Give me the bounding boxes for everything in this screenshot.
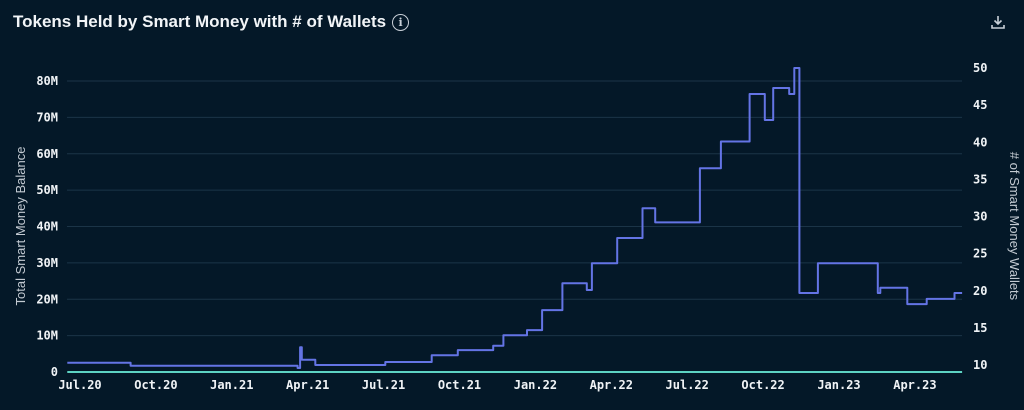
left-tick-label: 50M (36, 183, 58, 197)
info-circle-icon[interactable]: i (392, 13, 410, 31)
left-tick-label: 0 (51, 365, 58, 379)
series-lines (67, 67, 963, 373)
x-tick-label: Apr.22 (590, 378, 633, 392)
right-tick-label: 10 (973, 358, 987, 372)
x-tick-label: Jan.21 (210, 378, 253, 392)
left-tick-label: 10M (36, 329, 58, 343)
right-tick-label: 30 (973, 210, 987, 224)
left-axis-ticks: 0 10M 20M 30M 40M 50M 60M 70M 80M (36, 74, 58, 379)
x-tick-label: Jul.20 (58, 378, 101, 392)
right-tick-label: 25 (973, 247, 987, 261)
chart-title: Tokens Held by Smart Money with # of Wal… (13, 12, 387, 31)
chart-title-row: Tokens Held by Smart Money with # of Wal… (13, 12, 410, 32)
left-tick-label: 80M (36, 74, 58, 88)
right-axis-ticks: 10 15 20 25 30 35 40 45 50 (973, 61, 987, 372)
x-tick-label: Oct.22 (741, 378, 784, 392)
x-tick-label: Oct.21 (438, 378, 481, 392)
download-icon[interactable] (990, 14, 1006, 30)
right-tick-label: 45 (973, 98, 987, 112)
left-tick-label: 20M (36, 292, 58, 306)
gridlines (67, 80, 962, 373)
right-tick-label: 50 (973, 61, 987, 75)
x-tick-label: Jan.23 (817, 378, 860, 392)
left-tick-label: 40M (36, 220, 58, 234)
right-tick-label: 35 (973, 172, 987, 186)
left-tick-label: 70M (36, 110, 58, 124)
left-axis-title: Total Smart Money Balance (13, 147, 28, 306)
x-tick-label: Jul.22 (666, 378, 709, 392)
right-tick-label: 20 (973, 284, 987, 298)
right-tick-label: 15 (973, 321, 987, 335)
x-tick-label: Apr.23 (893, 378, 936, 392)
right-axis-title: # of Smart Money Wallets (1007, 152, 1022, 301)
left-tick-label: 60M (36, 147, 58, 161)
left-tick-label: 30M (36, 256, 58, 270)
x-axis-ticks: Jul.20 Oct.20 Jan.21 Apr.21 Jul.21 Oct.21 Jan.… (58, 378, 936, 392)
x-tick-label: Jul.21 (362, 378, 405, 392)
x-tick-label: Oct.20 (134, 378, 177, 392)
right-tick-label: 40 (973, 135, 987, 149)
x-tick-label: Jan.22 (514, 378, 557, 392)
x-tick-label: Apr.21 (286, 378, 329, 392)
wallets-series-line (67, 67, 963, 369)
